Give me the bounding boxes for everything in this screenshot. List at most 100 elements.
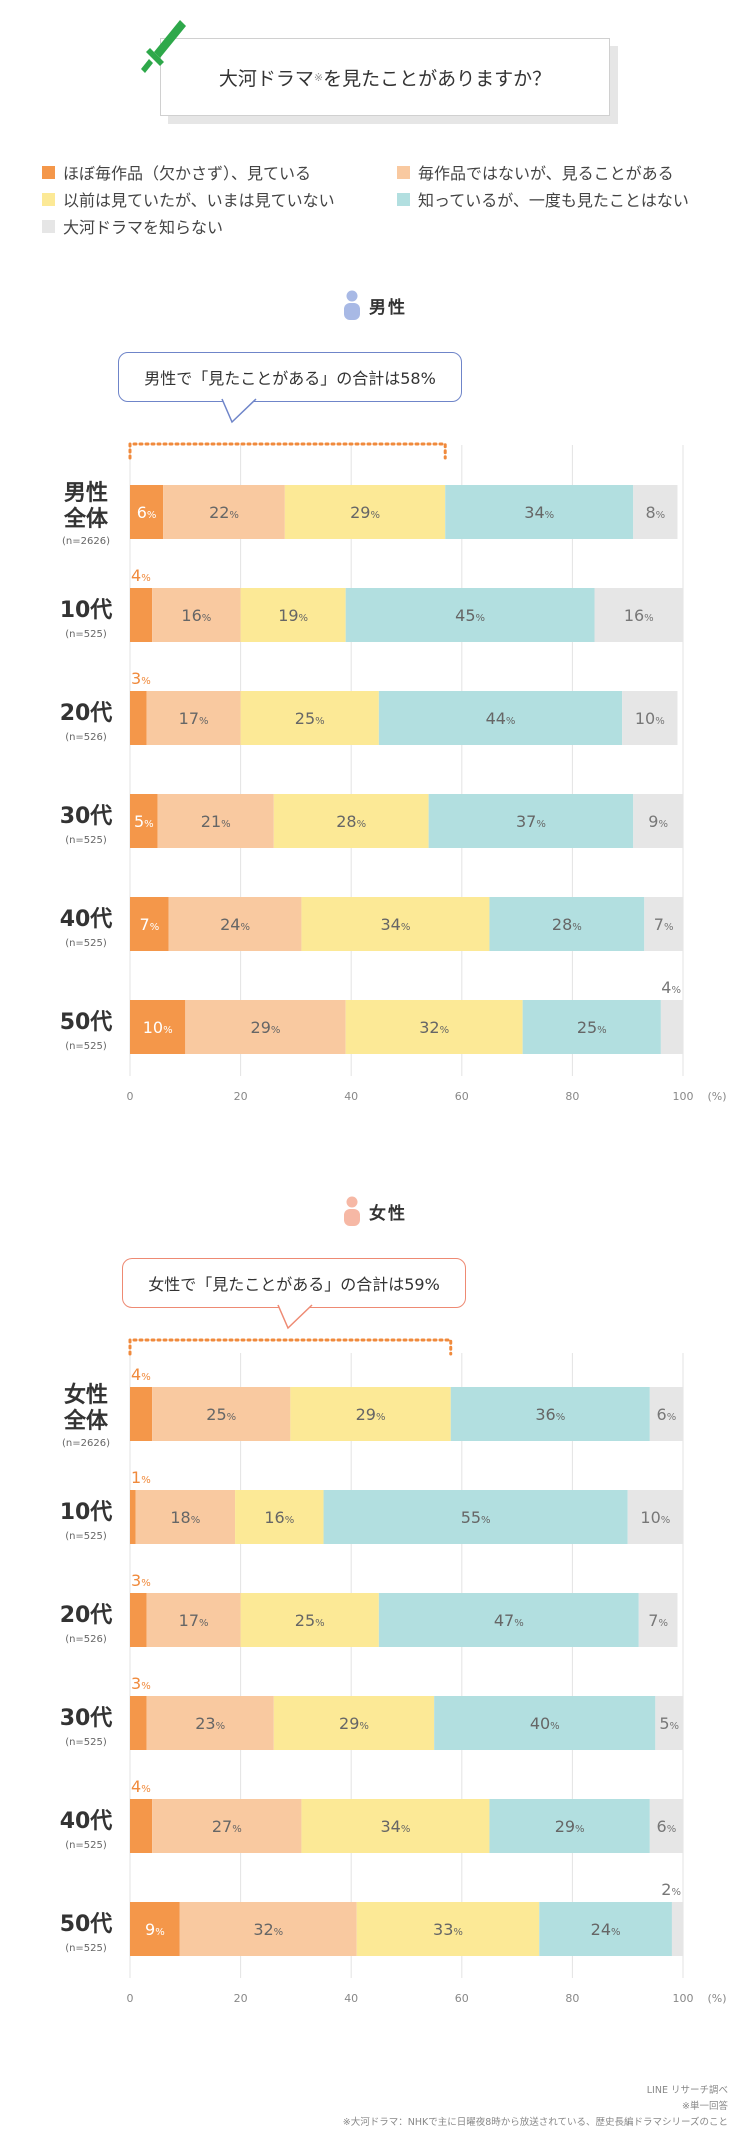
data-label: 2% (661, 1880, 681, 1899)
bar-segment (152, 588, 241, 642)
category-label: 10代 (60, 1500, 113, 1525)
data-label-unit: % (227, 1412, 237, 1423)
bar-segment (660, 1000, 683, 1054)
bar-segment (157, 794, 274, 848)
legend-swatch (42, 219, 55, 233)
person-icon (344, 1196, 360, 1226)
category-label: 20代 (60, 701, 113, 726)
category-label: 20代 (60, 1603, 113, 1628)
data-label-unit: % (481, 1515, 491, 1526)
category-label: 30代 (60, 804, 113, 829)
data-label-unit: % (536, 819, 546, 830)
data-label-unit: % (163, 1025, 173, 1036)
category-label: 男性 (64, 481, 108, 506)
data-label-unit: % (150, 922, 160, 933)
category-n: (n=525) (65, 1531, 107, 1542)
category-label: 50代 (60, 1010, 113, 1035)
bar-segment (130, 485, 164, 539)
category-label: 30代 (60, 1706, 113, 1731)
data-label-unit: % (141, 1681, 151, 1692)
data-label-unit: % (141, 1578, 151, 1589)
bar-segment (168, 897, 302, 951)
legend-label: 以前は見ていたが、いまは見ていない (63, 191, 335, 210)
tick-label: 80 (565, 1090, 579, 1103)
category-n: (n=525) (65, 1840, 107, 1851)
data-label-unit: % (401, 1824, 411, 1835)
data-label-unit: % (664, 922, 674, 933)
data-label-unit: % (597, 1025, 607, 1036)
data-label-unit: % (240, 922, 250, 933)
data-label-unit: % (506, 716, 516, 727)
bar-segment (179, 1902, 357, 1956)
data-label-unit: % (671, 1887, 681, 1898)
legend-item: 知っているが、一度も見たことはない (397, 187, 689, 211)
data-label-unit: % (144, 819, 154, 830)
bar-segment (235, 1490, 324, 1544)
data-label: 4% (131, 566, 151, 585)
definition-note: ※大河ドラマ：NHKで主に日曜夜8時から放送されている、歴史長編ドラマシリーズの… (342, 2117, 728, 2128)
legend-item: 毎作品ではないが、見ることがある (397, 160, 674, 184)
legend-label: 大河ドラマを知らない (63, 218, 224, 237)
bar-segment (130, 1000, 186, 1054)
callout-male: 男性で「見たことがある」の合計は58% (118, 352, 462, 402)
data-label-unit: % (141, 1784, 151, 1795)
data-label-unit: % (147, 510, 157, 521)
callout-text: 女性で「見たことがある」の合計は59% (148, 1275, 440, 1294)
category-n: (n=525) (65, 938, 107, 949)
legend-swatch (42, 192, 55, 206)
data-label-unit: % (667, 1412, 677, 1423)
source-note: LINE リサーチ調べ (646, 2085, 728, 2096)
bar-segment (301, 897, 490, 951)
sword-icon (141, 20, 186, 73)
bar-segment (649, 1799, 683, 1853)
legend-label: 知っているが、一度も見たことはない (418, 191, 689, 210)
data-label-unit: % (644, 613, 654, 624)
section-label-male: 男性 (0, 290, 750, 320)
data-label-unit: % (550, 1721, 560, 1732)
data-label-unit: % (229, 510, 239, 521)
data-label-unit: % (299, 613, 309, 624)
bar-segment (130, 1593, 147, 1647)
data-label-unit: % (656, 510, 666, 521)
category-n: (n=2626) (62, 536, 110, 547)
data-label: 4% (661, 978, 681, 997)
bar-segment (627, 1490, 683, 1544)
bar-segment (323, 1490, 628, 1544)
callout-text: 男性で「見たことがある」の合計は58% (144, 369, 436, 388)
data-label: 1% (131, 1468, 151, 1487)
data-label-unit: % (476, 613, 486, 624)
data-label: 4% (131, 1777, 151, 1796)
data-label-unit: % (370, 510, 380, 521)
legend-item: 大河ドラマを知らない (42, 214, 223, 238)
category-n: (n=525) (65, 1041, 107, 1052)
legend-swatch (42, 165, 55, 179)
bar-segment (638, 1593, 678, 1647)
callout-tail-male (221, 398, 257, 424)
data-label-unit: % (661, 1515, 671, 1526)
bar-segment (273, 794, 429, 848)
bar-segment (450, 1387, 650, 1441)
axis-unit: (%) (707, 1090, 726, 1103)
section-title: 男性 (369, 297, 407, 318)
bar-segment (185, 1000, 346, 1054)
data-label-unit: % (216, 1721, 226, 1732)
bar-segment (633, 794, 683, 848)
data-label-unit: % (357, 819, 367, 830)
data-label-unit: % (667, 1824, 677, 1835)
bar-segment (539, 1902, 672, 1956)
title-note-mark: ※ (313, 70, 324, 84)
bar-segment (163, 485, 285, 539)
callout-tail-female (277, 1304, 313, 1330)
bar-segment (378, 691, 623, 745)
tick-label: 40 (344, 1090, 358, 1103)
category-label: 女性 (64, 1382, 108, 1408)
data-label-unit: % (274, 1927, 284, 1938)
bar-segment (649, 1387, 683, 1441)
bar-segment (655, 1696, 683, 1750)
category-n: (n=526) (65, 732, 107, 743)
page-title: 大河ドラマ ※ を見たことがありますか？ (160, 38, 610, 116)
category-label: 10代 (60, 598, 113, 623)
category-n: (n=525) (65, 835, 107, 846)
